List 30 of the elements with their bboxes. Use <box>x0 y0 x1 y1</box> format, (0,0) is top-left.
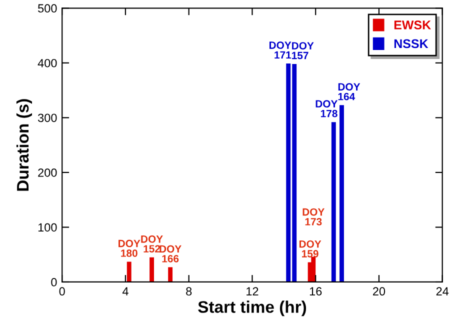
y-tick-label: 400 <box>38 58 57 68</box>
x-tick-label: 4 <box>122 287 128 296</box>
y-tick-label: 100 <box>38 223 57 232</box>
x-tick-label: 24 <box>436 287 449 296</box>
legend-label: EWSK <box>394 20 431 30</box>
bar <box>168 267 173 282</box>
x-tick-label: 20 <box>373 287 386 296</box>
y-axis-title: Duration (s) <box>16 99 32 191</box>
data-label: DOY 178 <box>316 100 338 118</box>
y-tick-label: 500 <box>38 4 57 13</box>
data-label: DOY 171 <box>269 42 292 59</box>
x-axis-title: Start time (hr) <box>198 300 306 316</box>
x-tick-label: 8 <box>186 287 192 296</box>
bar <box>340 105 344 282</box>
x-tick-label: 12 <box>246 287 258 296</box>
data-label: DOY 173 <box>302 208 324 226</box>
data-label: DOY 157 <box>292 42 314 60</box>
bar <box>331 122 336 282</box>
legend-label: NSSK <box>394 39 428 48</box>
y-tick-label: 0 <box>51 278 57 286</box>
x-tick-label: 0 <box>59 287 65 296</box>
data-label: DOY 159 <box>299 240 322 258</box>
data-label: DOY 164 <box>338 83 360 100</box>
y-tick-label: 200 <box>38 168 57 177</box>
bar <box>126 262 132 282</box>
y-tick-label: 300 <box>38 114 57 122</box>
x-tick-label: 16 <box>310 287 322 296</box>
bar <box>150 257 154 282</box>
data-label: DOY 180 <box>118 240 140 257</box>
bar <box>311 256 316 282</box>
